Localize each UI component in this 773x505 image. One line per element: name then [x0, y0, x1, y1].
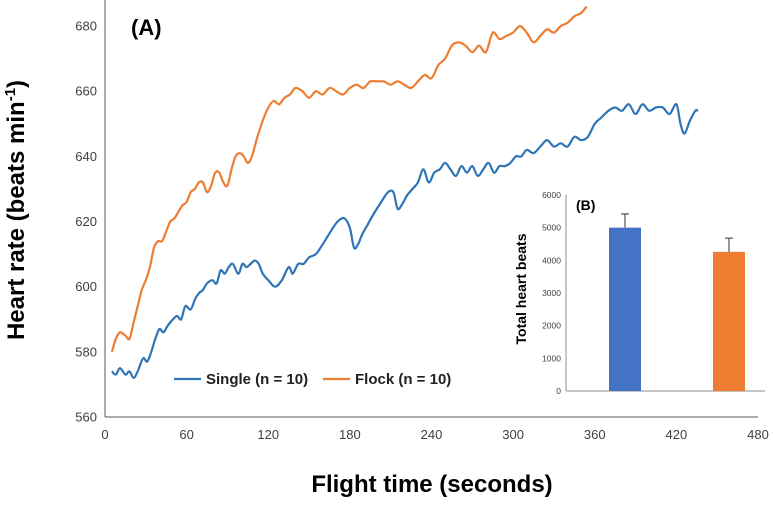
inset-y-tick-label: 1000 — [542, 353, 561, 363]
panel-label-b: (B) — [576, 197, 595, 213]
y-axis-title-superscript: -1 — [2, 88, 19, 101]
x-tick-label: 420 — [666, 427, 688, 442]
series-line-single — [111, 103, 699, 379]
inset-y-tick-label: 0 — [556, 386, 561, 396]
inset-y-tick-label: 2000 — [542, 321, 561, 331]
inset-y-tick-label: 3000 — [542, 288, 561, 298]
x-tick-label: 240 — [421, 427, 443, 442]
inset-y-tick-label: 5000 — [542, 223, 561, 233]
y-tick-label: 560 — [75, 410, 97, 425]
x-tick-label: 180 — [339, 427, 361, 442]
y-tick-label: 660 — [75, 84, 97, 99]
x-axis-title: Flight time (seconds) — [311, 471, 552, 498]
legend-label: Flock (n = 10) — [355, 371, 451, 388]
legend: Single (n = 10) Flock (n = 10) — [174, 371, 451, 388]
y-tick-label: 680 — [75, 19, 97, 34]
x-tick-label: 120 — [257, 427, 279, 442]
x-tick-label: 480 — [747, 427, 769, 442]
x-tick-label: 360 — [584, 427, 606, 442]
y-tick-label: 620 — [75, 214, 97, 229]
y-tick-label: 600 — [75, 279, 97, 294]
y-axis-title: Heart rate (beats min-1) — [2, 80, 30, 340]
y-axis-title-close: ) — [3, 80, 30, 88]
x-tick-label: 0 — [101, 427, 108, 442]
inset-y-axis-title: Total heart beats — [513, 233, 529, 344]
panel-label-a: (A) — [131, 15, 162, 40]
legend-label: Single (n = 10) — [206, 371, 308, 388]
series-line-flock — [110, 5, 588, 353]
inset-bar-single — [609, 227, 641, 391]
inset-y-tick-label: 6000 — [542, 190, 561, 200]
inset-y-tick-label: 4000 — [542, 255, 561, 265]
x-tick-label: 60 — [179, 427, 193, 442]
main-axes: 0 60 120 180 240 300 360 420 480 560 580 600 620 640 6… — [75, 0, 769, 442]
inset-bar-flock — [713, 251, 745, 391]
inset-bar-chart: 0 1000 2000 3000 4000 5000 6000 (B) Total heart … — [513, 190, 765, 396]
y-tick-label: 580 — [75, 344, 97, 359]
main-series-group — [110, 5, 699, 379]
y-axis-title-main: Heart rate (beats min — [3, 101, 30, 340]
x-tick-label: 300 — [502, 427, 524, 442]
chart-titles: (A) Flight time (seconds) Heart rate (beat… — [2, 15, 553, 498]
y-tick-label: 640 — [75, 149, 97, 164]
